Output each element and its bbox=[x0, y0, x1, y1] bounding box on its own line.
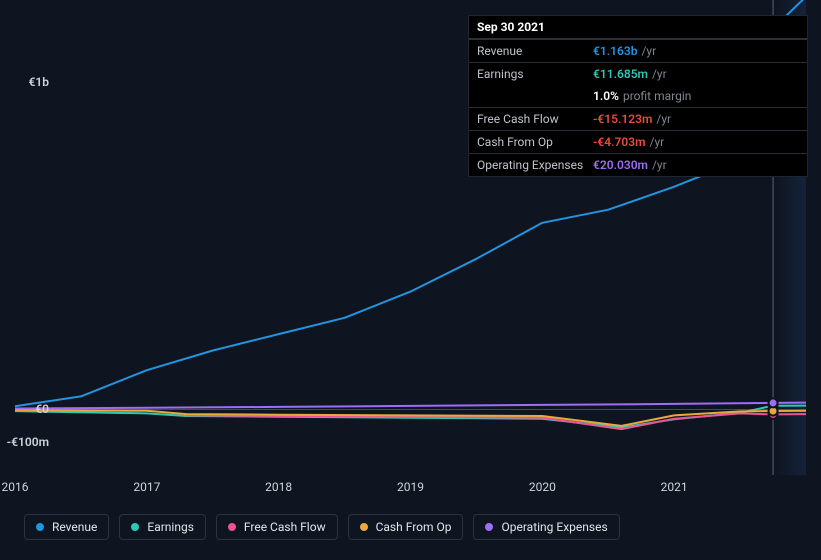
legend-item-revenue[interactable]: Revenue bbox=[24, 514, 109, 540]
legend-dot-icon bbox=[485, 523, 493, 531]
chart-tooltip: Sep 30 2021 Revenue€1.163b/yrEarnings€11… bbox=[468, 15, 808, 177]
tooltip-row: Earnings€11.685m/yr bbox=[469, 62, 807, 85]
tooltip-row-value: €11.685m bbox=[593, 67, 648, 81]
tooltip-row: Cash From Op-€4.703m/yr bbox=[469, 130, 807, 153]
tooltip-row-label: Earnings bbox=[477, 67, 593, 81]
tooltip-row-value: 1.0% bbox=[593, 89, 619, 103]
tooltip-row: Operating Expenses€20.030m/yr bbox=[469, 153, 807, 176]
x-tick-label: 2021 bbox=[661, 480, 688, 494]
tooltip-row-value: -€15.123m bbox=[593, 112, 652, 126]
tooltip-row: Revenue€1.163b/yr bbox=[469, 39, 807, 62]
tooltip-date: Sep 30 2021 bbox=[477, 20, 545, 34]
tooltip-row-label bbox=[477, 89, 593, 103]
y-tick-label: -€100m bbox=[7, 435, 49, 449]
legend-item-label: Revenue bbox=[52, 520, 97, 534]
legend-item-operating-expenses[interactable]: Operating Expenses bbox=[473, 514, 619, 540]
tooltip-row-label: Free Cash Flow bbox=[477, 112, 593, 126]
y-tick-label: €1b bbox=[29, 75, 49, 89]
x-tick-label: 2017 bbox=[133, 480, 160, 494]
legend-item-label: Free Cash Flow bbox=[244, 520, 326, 534]
y-tick-label: €0 bbox=[35, 402, 49, 416]
tooltip-row-suffix: /yr bbox=[652, 67, 667, 81]
tooltip-row-label: Revenue bbox=[477, 44, 593, 58]
tooltip-row-suffix: /yr bbox=[641, 44, 656, 58]
tooltip-row-value: €20.030m bbox=[593, 158, 648, 172]
tooltip-row-label: Operating Expenses bbox=[477, 158, 593, 172]
legend-item-earnings[interactable]: Earnings bbox=[119, 514, 206, 540]
tooltip-row-suffix: /yr bbox=[652, 158, 667, 172]
legend-item-cash-from-op[interactable]: Cash From Op bbox=[348, 514, 464, 540]
legend-dot-icon bbox=[131, 523, 139, 531]
legend-dot-icon bbox=[36, 523, 44, 531]
tooltip-row: Free Cash Flow-€15.123m/yr bbox=[469, 107, 807, 130]
tooltip-row-suffix: profit margin bbox=[623, 89, 691, 103]
x-tick-label: 2019 bbox=[397, 480, 424, 494]
tooltip-row-label: Cash From Op bbox=[477, 135, 593, 149]
legend-dot-icon bbox=[228, 523, 236, 531]
x-tick-label: 2016 bbox=[2, 480, 29, 494]
tooltip-row-value: €1.163b bbox=[593, 44, 637, 58]
tooltip-row-suffix: /yr bbox=[656, 112, 671, 126]
legend-item-label: Cash From Op bbox=[376, 520, 452, 534]
hover-marker-opex bbox=[769, 398, 778, 407]
legend-item-free-cash-flow[interactable]: Free Cash Flow bbox=[216, 514, 338, 540]
tooltip-row: 1.0% profit margin bbox=[469, 85, 807, 107]
chart-legend: Revenue Earnings Free Cash Flow Cash From O… bbox=[24, 514, 620, 540]
x-tick-label: 2018 bbox=[265, 480, 292, 494]
legend-dot-icon bbox=[360, 523, 368, 531]
legend-item-label: Operating Expenses bbox=[501, 520, 607, 534]
tooltip-row-suffix: /yr bbox=[650, 135, 665, 149]
x-tick-label: 2020 bbox=[529, 480, 556, 494]
tooltip-row-value: -€4.703m bbox=[593, 135, 646, 149]
legend-item-label: Earnings bbox=[147, 520, 194, 534]
series-opex[interactable] bbox=[15, 403, 806, 409]
